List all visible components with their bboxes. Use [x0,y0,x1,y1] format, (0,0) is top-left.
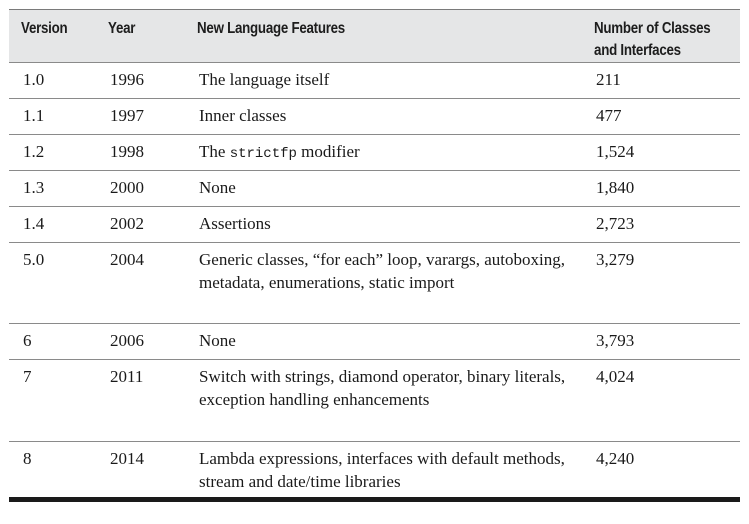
table-row: 1.3 2000 None 1,840 [9,170,740,207]
cell-classes: 3,793 [582,323,740,360]
table-body: 1.0 1996 The language itself 211 1.1 199… [9,62,740,500]
cell-year: 2006 [96,323,185,360]
header-classes: Number of Classes and Interfaces [582,10,718,63]
header-classes-label: Number of Classes and Interfaces [594,20,711,59]
java-versions-table: Version Year New Language Features Numbe… [9,9,740,502]
features-text-pre: The [199,142,230,161]
cell-year: 1996 [96,62,185,99]
cell-year: 1997 [96,98,185,135]
cell-year: 2002 [96,206,185,243]
cell-features: The strictfp modifier [185,134,582,171]
cell-features: None [185,323,582,360]
cell-version: 6 [9,323,96,360]
cell-classes: 4,024 [582,359,740,442]
cell-features: None [185,170,582,207]
cell-classes: 2,723 [582,206,740,243]
table-header: Version Year New Language Features Numbe… [9,9,740,63]
cell-version: 1.2 [9,134,96,171]
cell-features: Switch with strings, diamond operator, b… [185,359,582,442]
cell-features: Assertions [185,206,582,243]
table-row: 1.2 1998 The strictfp modifier 1,524 [9,134,740,171]
cell-version: 1.1 [9,98,96,135]
cell-version: 1.0 [9,62,96,99]
cell-classes: 1,840 [582,170,740,207]
table-row: 7 2011 Switch with strings, diamond oper… [9,359,740,442]
cell-classes: 1,524 [582,134,740,171]
cell-year: 2000 [96,170,185,207]
cell-features: Inner classes [185,98,582,135]
cell-year: 2014 [96,441,185,500]
table-row: 1.1 1997 Inner classes 477 [9,98,740,135]
features-text-post: modifier [296,142,360,161]
cell-year: 2011 [96,359,185,442]
java-versions-table-container: Version Year New Language Features Numbe… [9,9,740,502]
table-row: 6 2006 None 3,793 [9,323,740,360]
header-features: New Language Features [197,20,345,37]
cell-version: 8 [9,441,96,500]
cell-version: 7 [9,359,96,442]
cell-year: 2004 [96,242,185,324]
cell-classes: 477 [582,98,740,135]
cell-version: 1.3 [9,170,96,207]
features-code: strictfp [229,146,297,162]
cell-features: The language itself [185,62,582,99]
header-year: Year [108,20,136,37]
cell-features: Generic classes, “for each” loop, vararg… [185,242,582,324]
header-row: Version Year New Language Features Numbe… [9,9,740,63]
cell-version: 1.4 [9,206,96,243]
table-row: 1.0 1996 The language itself 211 [9,62,740,99]
table-row: 1.4 2002 Assertions 2,723 [9,206,740,243]
cell-classes: 3,279 [582,242,740,324]
header-version: Version [21,20,68,37]
cell-classes: 4,240 [582,441,740,500]
cell-version: 5.0 [9,242,96,324]
table-row: 8 2014 Lambda expressions, interfaces wi… [9,441,740,500]
cell-classes: 211 [582,62,740,99]
cell-features: Lambda expressions, interfaces with defa… [185,441,582,500]
cell-year: 1998 [96,134,185,171]
table-row: 5.0 2004 Generic classes, “for each” loo… [9,242,740,324]
